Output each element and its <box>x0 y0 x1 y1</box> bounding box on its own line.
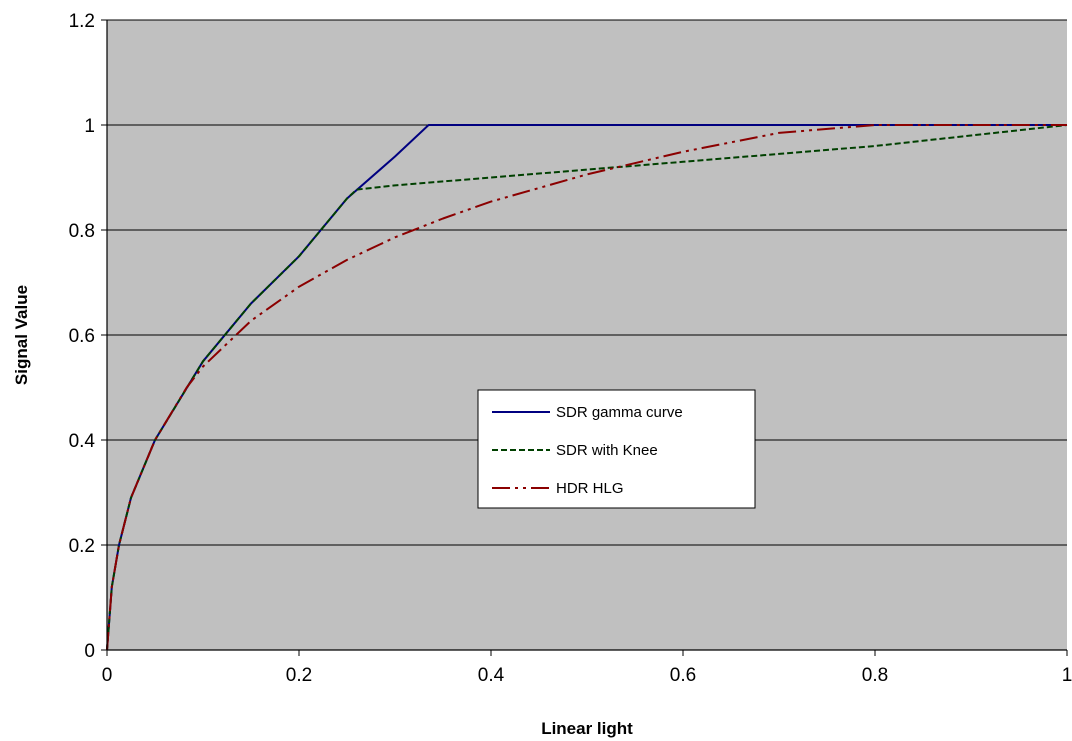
series-layer <box>106 124 1068 651</box>
series-line-2 <box>106 124 1068 651</box>
x-axis-title: Linear light <box>541 719 633 738</box>
y-axis-title: Signal Value <box>12 285 31 385</box>
y-tick-label: 0.8 <box>69 221 95 242</box>
y-tick-label: 0.2 <box>69 536 95 557</box>
legend: SDR gamma curve SDR with Knee HDR HLG <box>477 389 756 509</box>
y-tick-label: 0.4 <box>69 431 96 452</box>
y-tick-label: 0.6 <box>69 326 95 347</box>
x-tick-label: 0.6 <box>670 665 696 686</box>
tick-labels: 0 0.2 0.4 0.6 0.8 1 1.2 0 0.2 0.4 0.6 0.8 1 <box>69 11 1072 686</box>
x-tick-label: 0.8 <box>862 665 888 686</box>
series-line-3 <box>106 124 1067 651</box>
x-tick-label: 0.2 <box>286 665 312 686</box>
y-tick-label: 1.2 <box>69 11 95 32</box>
axes <box>101 19 1068 656</box>
legend-label: SDR gamma curve <box>556 404 683 421</box>
y-tick-label: 1 <box>84 116 95 137</box>
x-tick-label: 1 <box>1062 665 1072 686</box>
x-tick-label: 0 <box>102 665 113 686</box>
legend-label: HDR HLG <box>556 480 624 497</box>
y-tick-label: 0 <box>84 641 95 662</box>
legend-label: SDR with Knee <box>556 442 658 459</box>
x-tick-label: 0.4 <box>478 665 505 686</box>
